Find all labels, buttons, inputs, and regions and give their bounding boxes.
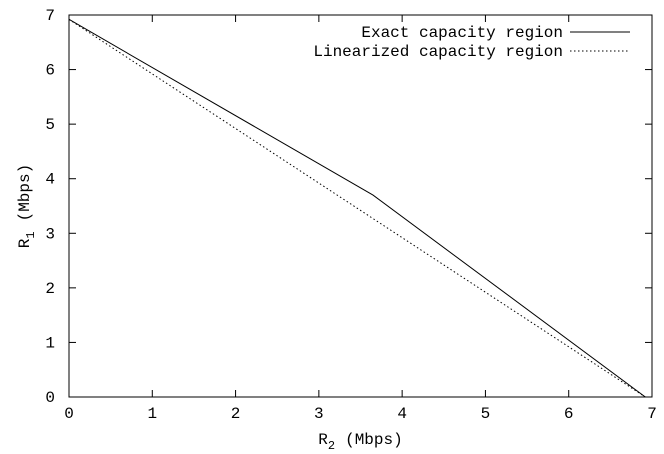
x-axis-label: R2 (Mbps) xyxy=(318,431,402,453)
y-tick-label: 3 xyxy=(45,225,55,243)
y-tick-label: 5 xyxy=(45,116,55,134)
x-tick-label: 1 xyxy=(147,405,157,423)
x-tick-label: 4 xyxy=(397,405,407,423)
y-tick-label: 7 xyxy=(45,7,55,25)
x-axis-label-unit: (Mbps) xyxy=(345,431,403,449)
x-tick-label: 6 xyxy=(564,405,574,423)
x-axis-label-base: R xyxy=(318,431,328,449)
y-axis-label-sub: 1 xyxy=(24,231,38,238)
y-tick-label: 4 xyxy=(45,171,55,189)
y-axis-label-base: R xyxy=(16,238,34,248)
x-tick-label: 2 xyxy=(231,405,241,423)
y-tick-label: 1 xyxy=(45,334,55,352)
axis-labels: R2 (Mbps)R1(Mbps) xyxy=(16,164,403,453)
x-axis-label-sub: 2 xyxy=(328,439,335,453)
x-tick-label: 7 xyxy=(647,405,657,423)
x-tick-label: 0 xyxy=(64,405,74,423)
legend-label: Linearized capacity region xyxy=(313,43,563,61)
series-line-2 xyxy=(68,18,646,398)
axis-ticks: 0 1 2 3 4 5 6 7 0 1 2 3 4 5 6 7 xyxy=(45,7,656,423)
y-tick-label: 0 xyxy=(45,389,55,407)
y-tick-label: 2 xyxy=(45,280,55,298)
legend-label: Exact capacity region xyxy=(361,24,563,42)
x-tick-label: 3 xyxy=(314,405,324,423)
y-axis-label-unit: (Mbps) xyxy=(16,164,34,222)
x-tick-label: 5 xyxy=(481,405,491,423)
plot-frame xyxy=(68,14,653,398)
series-layer xyxy=(68,18,646,398)
y-tick-label: 6 xyxy=(45,62,55,80)
y-axis-label: R1 (Mbps) xyxy=(16,164,38,248)
series-line-1 xyxy=(68,18,646,398)
